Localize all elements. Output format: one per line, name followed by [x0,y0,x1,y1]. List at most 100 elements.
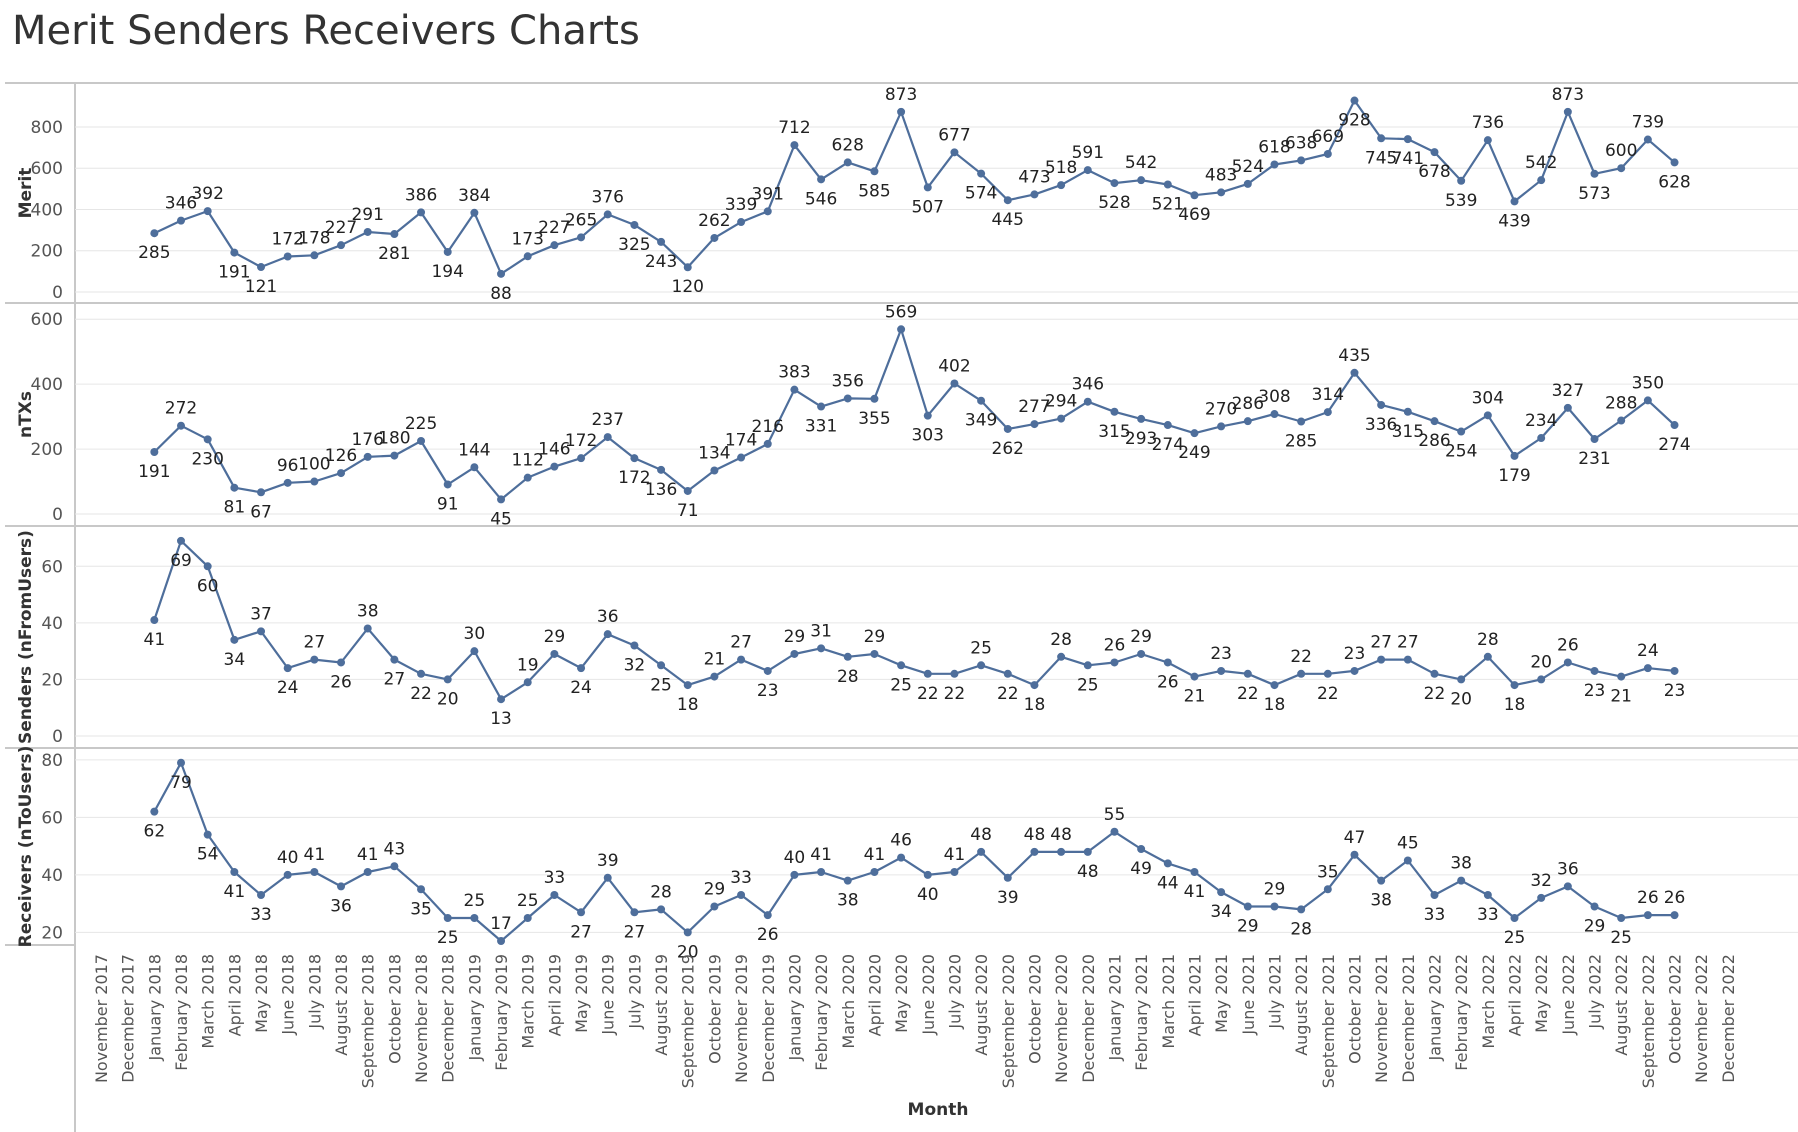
data-label: 21 [1610,687,1632,707]
y-tick-label: 200 [31,242,63,262]
data-point [1110,827,1119,836]
data-label: 291 [351,205,383,225]
data-label: 146 [538,440,570,460]
data-label: 194 [431,262,463,282]
data-label: 31 [810,621,832,641]
data-point [657,661,666,670]
data-label: 349 [965,411,997,431]
data-label: 227 [325,218,357,238]
data-point [1297,156,1306,165]
data-label: 336 [1365,415,1397,435]
data-point [1563,107,1572,116]
data-point [1083,397,1092,406]
data-label: 191 [218,263,250,283]
data-point [1243,669,1252,678]
data-point [577,664,586,673]
data-point [363,227,372,236]
data-point [203,435,212,444]
data-point [897,325,906,334]
data-point [417,436,426,445]
data-point [390,451,399,460]
data-label: 71 [677,501,699,521]
data-label: 33 [544,868,566,888]
x-tick-label: January 2018 [145,954,164,1061]
data-label: 574 [965,184,997,204]
data-label: 315 [1392,422,1424,442]
data-label: 304 [1472,388,1504,408]
data-label: 25 [1610,928,1632,948]
data-point [1217,666,1226,675]
data-point [1377,400,1386,409]
data-label: 18 [677,695,699,715]
data-label: 20 [1530,652,1552,672]
data-label: 180 [378,429,410,449]
data-label: 281 [378,244,410,264]
data-label: 249 [1178,443,1210,463]
data-point [283,478,292,487]
data-label: 22 [410,684,432,704]
data-label: 231 [1578,449,1610,469]
data-label: 678 [1418,162,1450,182]
data-point [1270,681,1279,690]
data-label: 25 [1077,675,1099,695]
x-tick-label: June 2019 [599,954,618,1036]
data-label: 628 [832,135,864,155]
data-label: 24 [1637,641,1659,661]
data-point [1083,847,1092,856]
data-label: 325 [618,235,650,255]
y-axis-title: nTXs [16,391,36,438]
data-label: 28 [650,882,672,902]
data-label: 27 [1370,633,1392,653]
data-point [870,649,879,658]
x-tick-label: July 2019 [625,954,644,1030]
data-label: 136 [645,480,677,500]
data-label: 39 [997,888,1019,908]
data-label: 254 [1445,442,1477,462]
data-label: 23 [1344,644,1366,664]
data-point [1163,859,1172,868]
y-tick-label: 40 [41,866,63,886]
data-point [1430,417,1439,426]
x-tick-label: October 2022 [1666,954,1685,1064]
data-point [1323,669,1332,678]
data-label: 54 [197,845,219,865]
x-tick-label: February 2020 [812,954,831,1071]
x-tick-label: October 2018 [385,954,404,1064]
data-point [1270,902,1279,911]
x-tick-label: July 2018 [305,954,324,1030]
data-point [817,402,826,411]
data-point [710,672,719,681]
data-point [1403,135,1412,144]
data-label: 392 [191,184,223,204]
data-label: 277 [1018,397,1050,417]
data-point [1350,368,1359,377]
data-point [603,630,612,639]
data-label: 339 [725,195,757,215]
data-label: 591 [1072,143,1104,163]
data-label: 303 [912,426,944,446]
data-label: 100 [298,455,330,475]
data-point [1617,672,1626,681]
data-point [230,483,239,492]
y-tick-label: 400 [31,375,63,395]
data-label: 22 [917,684,939,704]
data-point [1190,672,1199,681]
data-point [1350,666,1359,675]
data-label: 22 [1237,684,1259,704]
data-label: 79 [170,773,192,793]
data-label: 45 [1397,834,1419,854]
data-point [1457,176,1466,185]
data-point [1510,681,1519,690]
data-point [923,411,932,420]
data-point [843,876,852,885]
data-label: 25 [650,675,672,695]
data-point [1510,197,1519,206]
x-tick-label: October 2020 [1025,954,1044,1064]
data-label: 23 [1210,644,1232,664]
data-label: 26 [1557,635,1579,655]
data-label: 120 [672,277,704,297]
x-tick-label: August 2019 [652,954,671,1056]
data-label: 741 [1392,149,1424,169]
data-point [1617,914,1626,922]
data-point [337,469,346,478]
